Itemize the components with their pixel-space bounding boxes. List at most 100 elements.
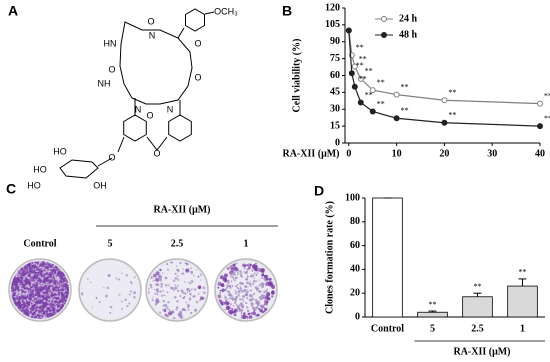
colony bbox=[236, 286, 239, 289]
colony bbox=[42, 283, 44, 286]
colony bbox=[163, 309, 167, 313]
colony bbox=[40, 267, 42, 269]
colony bbox=[52, 269, 55, 272]
colony bbox=[248, 266, 251, 270]
colony bbox=[239, 272, 243, 276]
colony bbox=[64, 283, 68, 287]
colony bbox=[52, 306, 56, 310]
colony bbox=[17, 274, 19, 277]
colony bbox=[226, 286, 228, 289]
colony bbox=[25, 309, 27, 311]
colony bbox=[53, 272, 56, 275]
colony bbox=[59, 299, 61, 301]
colony bbox=[58, 271, 63, 275]
colony bbox=[21, 290, 25, 293]
colony bbox=[17, 285, 20, 288]
colony bbox=[34, 315, 38, 319]
colony bbox=[16, 294, 18, 297]
colony bbox=[248, 298, 251, 301]
colony bbox=[39, 301, 42, 304]
colony bbox=[12, 289, 16, 292]
colony bbox=[176, 265, 178, 267]
colony bbox=[266, 292, 271, 297]
colony bbox=[28, 281, 31, 284]
colony bbox=[25, 269, 29, 272]
colony bbox=[42, 302, 45, 304]
colony bbox=[227, 306, 231, 310]
colony bbox=[267, 291, 269, 294]
colony bbox=[177, 284, 179, 287]
colony bbox=[238, 303, 242, 307]
colony bbox=[230, 280, 233, 282]
colony bbox=[42, 292, 46, 295]
colony bbox=[48, 290, 51, 293]
atom-label: N bbox=[135, 104, 142, 114]
atom-label: O bbox=[194, 72, 201, 82]
group-label: RA-XII (μM) bbox=[453, 346, 510, 357]
colony bbox=[162, 299, 165, 303]
colony bbox=[48, 285, 50, 287]
colony bbox=[13, 294, 16, 297]
colony bbox=[41, 275, 44, 278]
colony bbox=[34, 272, 36, 275]
colony bbox=[25, 277, 28, 280]
colony bbox=[243, 267, 246, 270]
colony bbox=[50, 302, 53, 306]
colony bbox=[228, 309, 233, 315]
colony bbox=[28, 293, 30, 295]
colony bbox=[230, 281, 233, 283]
colony bbox=[118, 293, 121, 296]
colony bbox=[13, 280, 16, 283]
colony bbox=[36, 297, 39, 299]
colony bbox=[35, 282, 39, 286]
colony bbox=[152, 296, 154, 298]
colony bbox=[189, 292, 191, 295]
colony bbox=[43, 269, 46, 272]
colony bbox=[174, 272, 177, 275]
colony bbox=[217, 281, 222, 286]
colony bbox=[30, 280, 33, 282]
colony bbox=[36, 279, 40, 283]
colony bbox=[38, 298, 41, 302]
colony bbox=[260, 294, 263, 296]
y-tick-label: 45 bbox=[330, 87, 340, 98]
colony bbox=[41, 309, 44, 312]
colony bbox=[36, 284, 39, 287]
colony bbox=[168, 311, 173, 316]
colony bbox=[235, 304, 238, 306]
colony bbox=[148, 287, 150, 290]
colony bbox=[166, 291, 169, 294]
colony bbox=[115, 277, 118, 280]
colony bbox=[44, 294, 47, 296]
colony bbox=[23, 279, 27, 283]
colony bbox=[260, 304, 265, 309]
colony bbox=[186, 270, 189, 273]
colony bbox=[229, 303, 232, 306]
colony bbox=[190, 311, 193, 315]
colony bbox=[63, 292, 66, 295]
colony bbox=[166, 268, 170, 271]
colony bbox=[176, 300, 179, 303]
colony bbox=[258, 279, 261, 281]
x-tick-label: Control bbox=[371, 323, 404, 334]
colony bbox=[155, 277, 160, 283]
colony bbox=[28, 301, 31, 304]
colony bbox=[159, 268, 162, 272]
colony bbox=[237, 273, 239, 275]
dish-label: Control bbox=[23, 238, 56, 249]
colony bbox=[182, 268, 184, 270]
colony bbox=[50, 291, 53, 294]
colony bbox=[173, 295, 177, 299]
colony bbox=[20, 286, 23, 288]
colony bbox=[42, 280, 46, 284]
colony bbox=[23, 266, 27, 270]
colony bbox=[233, 313, 237, 317]
colony bbox=[187, 281, 190, 284]
colony bbox=[250, 302, 252, 305]
point bbox=[351, 63, 358, 70]
colony bbox=[184, 281, 186, 283]
colony bbox=[262, 296, 265, 300]
colony bbox=[36, 273, 39, 276]
colony bbox=[230, 267, 235, 272]
colony bbox=[237, 290, 241, 293]
